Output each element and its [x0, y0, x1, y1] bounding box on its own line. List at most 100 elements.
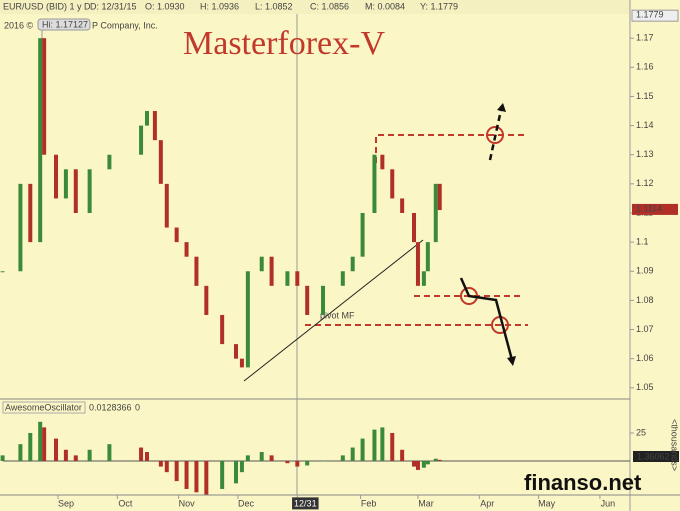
candle [245, 271, 250, 368]
osc-bar [107, 444, 112, 461]
osc-bar [152, 460, 157, 462]
osc-bar [380, 427, 385, 461]
candle [144, 111, 149, 126]
price-box [632, 203, 678, 215]
axis-label: <thousands> [670, 419, 680, 471]
candle [433, 183, 438, 243]
y-tick-label: 1.13 [636, 149, 654, 159]
symbol: EUR/USD (BID) 1 y D [3, 1, 91, 11]
osc-bar [305, 460, 310, 466]
candle [295, 271, 300, 286]
trend-line [243, 239, 424, 382]
x-tick-label: 12/31 [294, 498, 317, 508]
hi-label: Hi: 1.17127 [42, 19, 88, 29]
osc-bar [54, 438, 59, 461]
candle [390, 169, 395, 199]
chart-title: Masterforex-V [183, 25, 385, 62]
candle [437, 183, 442, 211]
indicator-box [2, 401, 86, 414]
candle [220, 314, 225, 345]
candle [360, 212, 365, 257]
copyright: 2016 © [4, 20, 34, 30]
x-tick-label: Sep [58, 498, 74, 508]
candle [321, 285, 326, 315]
osc-bar [390, 432, 395, 461]
y-tick-label: 1.1 [636, 237, 649, 247]
osc-bar [285, 460, 290, 464]
y-tick-label: 1.06 [636, 353, 654, 363]
x-tick-label: May [538, 498, 556, 508]
osc-bar [184, 460, 189, 489]
y-tick-label: 1.08 [636, 295, 654, 305]
top-price-label: 1.1779 [636, 10, 664, 20]
osc-bar [73, 455, 78, 461]
y-tick-label: 25 [636, 427, 646, 437]
candle [152, 111, 157, 141]
y-tick-label: 1.16 [636, 62, 654, 72]
header-bar [0, 0, 630, 14]
arrows [459, 109, 514, 361]
candle [425, 242, 430, 272]
x-tick-label: Apr [480, 498, 494, 508]
candle [400, 198, 405, 213]
ohlc-label: C: 1.0856 [310, 1, 349, 11]
osc-bar [437, 459, 442, 461]
osc-bar [158, 460, 163, 467]
candle [259, 256, 264, 272]
candle [38, 38, 43, 243]
candle [372, 154, 377, 213]
osc-bar [372, 429, 377, 461]
last-price-label: 1.1114 [636, 203, 662, 213]
candle [158, 140, 163, 184]
osc-bar [164, 460, 169, 473]
indicator-param: 0 [135, 402, 140, 412]
y-tick-label: 1.17 [636, 33, 654, 43]
candle [164, 183, 169, 228]
arrow-down [459, 277, 514, 361]
y-tick-label: 1.15 [636, 91, 654, 101]
osc-bar [350, 447, 355, 461]
y-tick-label: 1.05 [636, 382, 654, 392]
y-tick-label: 1.09 [636, 266, 654, 276]
candle [421, 271, 426, 286]
candle [340, 271, 345, 286]
osc-bar [233, 460, 238, 484]
osc-bar [400, 449, 405, 461]
osc-bar [174, 460, 179, 482]
osc-bar [433, 458, 438, 461]
arrow-head [497, 103, 506, 112]
osc-bar [204, 460, 209, 495]
y-tick-label: 1.12 [636, 178, 654, 188]
candle [233, 344, 238, 359]
osc-bar [28, 432, 33, 461]
copyright: P Company, Inc. [92, 20, 158, 30]
x-tick-label: Jun [601, 498, 616, 508]
osc-bar [18, 444, 23, 461]
osc-bar [360, 438, 365, 461]
osc-bar [139, 447, 144, 461]
candle [285, 271, 290, 286]
target-circle [486, 126, 504, 144]
candle [174, 227, 179, 243]
crosshair-label-box [292, 497, 319, 510]
ohlc-label: H: 1.0936 [200, 1, 239, 11]
hi-badge [37, 18, 91, 31]
osc-bar [63, 449, 68, 461]
osc-bar [415, 460, 420, 470]
osc-bar [340, 455, 345, 461]
osc-bar [295, 460, 300, 467]
candle [28, 183, 33, 243]
candle [412, 212, 417, 243]
arrow-head [507, 356, 516, 366]
osc-bar [220, 460, 225, 489]
price-box [631, 9, 679, 22]
candle [380, 154, 385, 170]
candle [107, 154, 112, 170]
osc-bar [245, 455, 250, 461]
ohlc-label: L: 1.0852 [255, 1, 293, 11]
x-tick-label: Feb [361, 498, 377, 508]
x-tick-label: Oct [118, 498, 133, 508]
ohlc-label: Y: 1.1779 [420, 1, 458, 11]
candle [0, 271, 5, 273]
